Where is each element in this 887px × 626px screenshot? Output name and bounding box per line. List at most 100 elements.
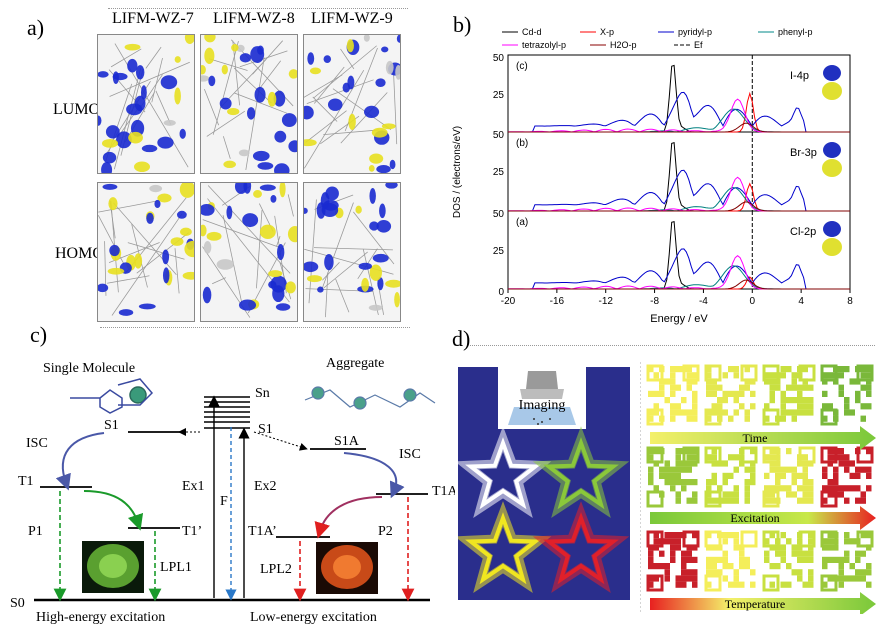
xtick-2: -12 bbox=[598, 296, 613, 307]
qr-code-2-0 bbox=[646, 530, 700, 592]
dos-chart: Cd-d X-p pyridyl-p phenyl-p tetrazolyl-p… bbox=[452, 27, 853, 325]
ytick-2: 50 bbox=[493, 130, 505, 141]
label-sn: Sn bbox=[255, 386, 270, 401]
ytick-5: 25 bbox=[493, 246, 505, 257]
column-label-wz7: LIFM-WZ-7 bbox=[112, 10, 194, 27]
star-yellow bbox=[465, 512, 541, 585]
qr-code-1-2 bbox=[762, 446, 816, 508]
row-label-homo: HOMO bbox=[55, 245, 104, 262]
label-s1: S1 bbox=[104, 418, 119, 433]
label-isc-left: ISC bbox=[26, 436, 48, 451]
row-label-lumo: LUMO bbox=[53, 101, 101, 118]
orbital-label-0: I-4p bbox=[790, 70, 809, 82]
time-label: Time bbox=[743, 431, 768, 445]
excitation-label: Excitation bbox=[730, 511, 779, 525]
label-ex2: Ex2 bbox=[254, 479, 277, 494]
orbital-icon-blue-2 bbox=[823, 221, 841, 237]
label-high-energy: High-energy excitation bbox=[36, 610, 165, 625]
ytick-0: 50 bbox=[493, 53, 505, 64]
label-t1a-prime: T1A’ bbox=[248, 524, 277, 539]
single-molecule-title: Single Molecule bbox=[43, 361, 136, 376]
homo-wz9-image bbox=[303, 182, 401, 322]
ytick-4: 50 bbox=[493, 209, 505, 220]
column-label-wz8: LIFM-WZ-8 bbox=[213, 10, 295, 27]
imaging-panel: Imaging bbox=[458, 367, 630, 600]
label-lpl1: LPL1 bbox=[160, 560, 192, 575]
time-arrow bbox=[650, 426, 876, 450]
label-s0: S0 bbox=[10, 596, 25, 611]
energy-diagram: S1 Sn S1 S1A T1 T1’ T1A T1A’ S0 ISC ISC … bbox=[10, 378, 455, 625]
legend-tetrazolyl-p: tetrazolyl-p bbox=[522, 40, 566, 50]
panel-a-label: a) bbox=[27, 15, 45, 40]
dos-series-2-0 bbox=[508, 91, 850, 133]
legend-h2o-p: H2O-p bbox=[610, 40, 637, 50]
label-p2: P2 bbox=[378, 524, 393, 539]
qr-code-1-3 bbox=[820, 446, 874, 508]
qr-code-2-1 bbox=[704, 530, 758, 592]
label-lpl2: LPL2 bbox=[260, 562, 292, 577]
temperature-label: Temperature bbox=[725, 597, 785, 611]
qr-panel: Time Excitation Temperature bbox=[640, 362, 882, 614]
dos-series-5-0 bbox=[508, 122, 850, 133]
orbital-icon-blue-0 bbox=[823, 65, 841, 81]
qr-code-2-2 bbox=[762, 530, 816, 592]
xtick-1: -16 bbox=[550, 296, 565, 307]
imaging-label: Imaging bbox=[519, 398, 566, 413]
dos-series-3-1 bbox=[508, 186, 850, 212]
label-f: F bbox=[220, 494, 228, 509]
xtick-3: -8 bbox=[650, 296, 659, 307]
label-s1a: S1A bbox=[334, 434, 360, 449]
orbital-icon-yellow-0 bbox=[822, 82, 842, 100]
xtick-7: 8 bbox=[847, 296, 853, 307]
panel-b-label: b) bbox=[453, 12, 472, 37]
orbital-icon-yellow-2 bbox=[822, 238, 842, 256]
dos-series-2-2 bbox=[508, 248, 850, 290]
excitation-arrow bbox=[650, 506, 876, 530]
label-ex1: Ex1 bbox=[182, 479, 205, 494]
dos-series-5-1 bbox=[508, 201, 850, 212]
label-low-energy: Low-energy excitation bbox=[250, 610, 377, 625]
subplot-tag-0: (c) bbox=[516, 61, 528, 72]
label-p1: P1 bbox=[28, 524, 43, 539]
qr-code-0-1 bbox=[704, 364, 758, 426]
orbital-icon-yellow-1 bbox=[822, 159, 842, 177]
qr-code-0-0 bbox=[646, 364, 700, 426]
star-red bbox=[543, 512, 619, 585]
qr-code-0-3 bbox=[820, 364, 874, 426]
panel-d-label: d) bbox=[452, 326, 471, 351]
orbital-icon-blue-1 bbox=[823, 142, 841, 158]
xtick-4: -4 bbox=[699, 296, 708, 307]
temperature-arrow bbox=[650, 592, 876, 614]
label-s1-agg: S1 bbox=[258, 422, 273, 437]
qr-code-2-3 bbox=[820, 530, 874, 592]
column-label-wz9: LIFM-WZ-9 bbox=[311, 10, 393, 27]
lumo-wz7-image bbox=[97, 34, 195, 174]
xtick-6: 4 bbox=[798, 296, 804, 307]
label-isc-right: ISC bbox=[399, 447, 421, 462]
star-white bbox=[465, 437, 541, 510]
qr-code-1-0 bbox=[646, 446, 700, 508]
dos-series-1-0 bbox=[508, 91, 850, 133]
single-molecule-sketch bbox=[70, 378, 154, 414]
aggregate-title: Aggregate bbox=[326, 356, 385, 371]
y-axis-label: DOS / (electrons/eV) bbox=[452, 126, 463, 218]
legend-x-p: X-p bbox=[600, 27, 614, 37]
x-axis-label: Energy / eV bbox=[650, 313, 708, 325]
label-t1: T1 bbox=[18, 474, 34, 489]
orbital-label-1: Br-3p bbox=[790, 147, 817, 159]
label-t1a: T1A bbox=[432, 484, 455, 499]
qr-code-0-2 bbox=[762, 364, 816, 426]
orbital-label-2: Cl-2p bbox=[790, 226, 816, 238]
ytick-3: 25 bbox=[493, 167, 505, 178]
dos-series-5-2 bbox=[508, 279, 850, 290]
legend-cd-d: Cd-d bbox=[522, 27, 542, 37]
star-green bbox=[543, 437, 619, 510]
lumo-wz8-image bbox=[200, 34, 298, 174]
xtick-0: -20 bbox=[501, 296, 516, 307]
label-t1-prime: T1’ bbox=[182, 524, 202, 539]
subplot-tag-2: (a) bbox=[516, 217, 528, 228]
ytick-6: 0 bbox=[498, 287, 504, 298]
ytick-1: 25 bbox=[493, 90, 505, 101]
homo-wz7-image bbox=[97, 182, 195, 322]
legend-pyridyl-p: pyridyl-p bbox=[678, 27, 712, 37]
